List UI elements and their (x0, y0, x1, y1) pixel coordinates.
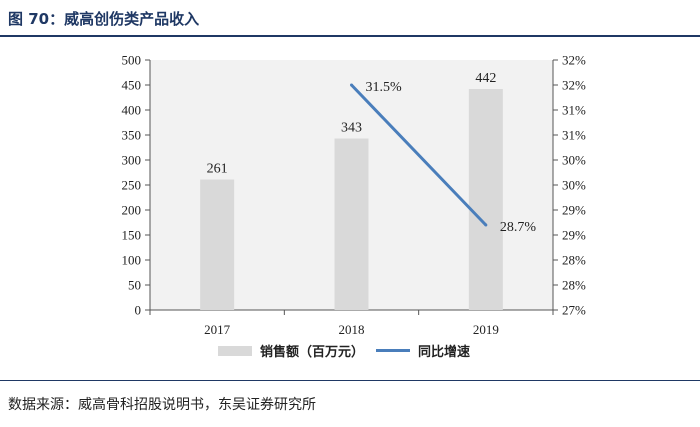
footer-divider (0, 380, 700, 381)
legend-swatch-line (376, 349, 410, 352)
bar-value-label: 442 (475, 71, 496, 86)
bar-2017 (200, 179, 235, 310)
left-tick-label: 400 (122, 103, 142, 118)
right-tick-label: 28% (562, 253, 586, 268)
chart-legend: 销售额（百万元） 同比增速 (0, 337, 700, 367)
left-tick-label: 250 (122, 178, 142, 193)
x-tick-label: 2017 (204, 322, 231, 337)
left-tick-label: 300 (122, 153, 142, 168)
left-tick-label: 0 (135, 303, 142, 318)
growth-point-2019 (484, 223, 488, 227)
bar-2018 (334, 138, 369, 310)
left-tick-label: 100 (122, 253, 142, 268)
right-tick-label: 32% (562, 78, 586, 93)
legend-item-sales: 销售额（百万元） (218, 341, 364, 360)
growth-value-label: 28.7% (500, 220, 537, 235)
growth-value-label: 31.5% (366, 80, 403, 95)
right-tick-label: 30% (562, 153, 586, 168)
legend-item-growth: 同比增速 (376, 341, 470, 360)
right-tick-label: 27% (562, 303, 586, 318)
bar-value-label: 343 (341, 121, 362, 136)
x-tick-label: 2018 (339, 322, 365, 337)
bar-2019 (468, 89, 503, 310)
x-tick-label: 2019 (473, 322, 499, 337)
growth-line (350, 83, 487, 227)
source-note: 数据来源：威高骨科招股说明书，东吴证券研究所 (8, 397, 316, 413)
legend-swatch-bar (218, 345, 252, 356)
left-tick-label: 450 (122, 78, 142, 93)
right-tick-label: 30% (562, 178, 586, 193)
left-tick-label: 150 (122, 228, 142, 243)
legend-label-sales: 销售额（百万元） (260, 345, 365, 360)
figure-title: 图 70：威高创伤类产品收入 (8, 10, 200, 28)
growth-point-2018 (350, 83, 353, 87)
right-tick-label: 31% (562, 103, 586, 118)
right-tick-label: 28% (562, 278, 586, 293)
revenue-chart: 0 50 100 150 200 250 300 350 400 450 500 27% 28% 28% 2… (122, 53, 587, 338)
left-tick-label: 50 (128, 278, 141, 293)
title-divider (0, 35, 700, 37)
left-tick-label: 200 (122, 203, 142, 218)
right-tick-label: 31% (562, 128, 586, 143)
legend-label-growth: 同比增速 (418, 345, 471, 360)
right-tick-label: 29% (562, 203, 586, 218)
right-tick-label: 29% (562, 228, 586, 243)
bar-value-label: 261 (207, 162, 228, 177)
figure-header: 图 70：威高创伤类产品收入 (0, 0, 700, 37)
left-tick-label: 350 (122, 128, 142, 143)
right-tick-label: 32% (562, 53, 586, 68)
left-tick-label: 500 (122, 53, 142, 68)
